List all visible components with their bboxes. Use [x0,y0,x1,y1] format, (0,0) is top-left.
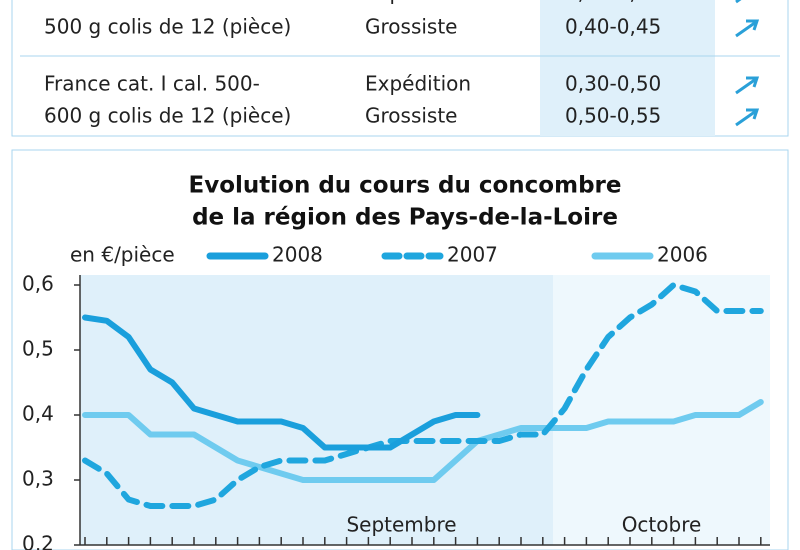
trend-arrow [735,76,760,95]
series-line [82,399,764,483]
y-tick-label: 0,3 [22,467,54,491]
legend-label: 2006 [657,243,708,267]
product-cell: 600 g colis de 12 (pièce) [44,104,291,128]
plot-bg-october [553,275,770,545]
trend-arrow [735,19,760,38]
market-cell: Grossiste [365,104,457,128]
price-cell: 0,20-0,45 [565,0,661,5]
y-tick-label: 0,4 [22,402,54,426]
y-tick-label: 0,6 [22,272,54,296]
series-line [82,282,764,509]
chart-title: de la région des Pays-de-la-Loire [192,205,618,231]
y-tick-label: 0,5 [22,337,54,361]
market-cell: Grossiste [365,15,457,39]
price-cell: 0,50-0,55 [565,104,661,128]
legend-label: 2007 [447,243,498,267]
y-axis-label: en €/pièce [70,243,175,267]
month-label: Octobre [622,513,702,537]
price-column [540,0,715,136]
market-cell: Expédition [365,72,471,96]
chart-title: Evolution du cours du concombre [189,173,622,199]
legend-label: 2008 [272,243,323,267]
price-cell: 0,30-0,50 [565,72,661,96]
product-cell: France cat. I cal. 400- [44,0,260,5]
market-cell: Expédition [365,0,471,5]
month-label: Septembre [346,513,456,537]
product-cell: France cat. I cal. 500- [44,72,260,96]
y-tick-label: 0,2 [22,532,54,550]
price-cell: 0,40-0,45 [565,15,661,39]
product-cell: 500 g colis de 12 (pièce) [44,15,291,39]
trend-arrow [735,108,760,127]
plot-bg-september [80,275,553,545]
series-line [82,314,481,451]
